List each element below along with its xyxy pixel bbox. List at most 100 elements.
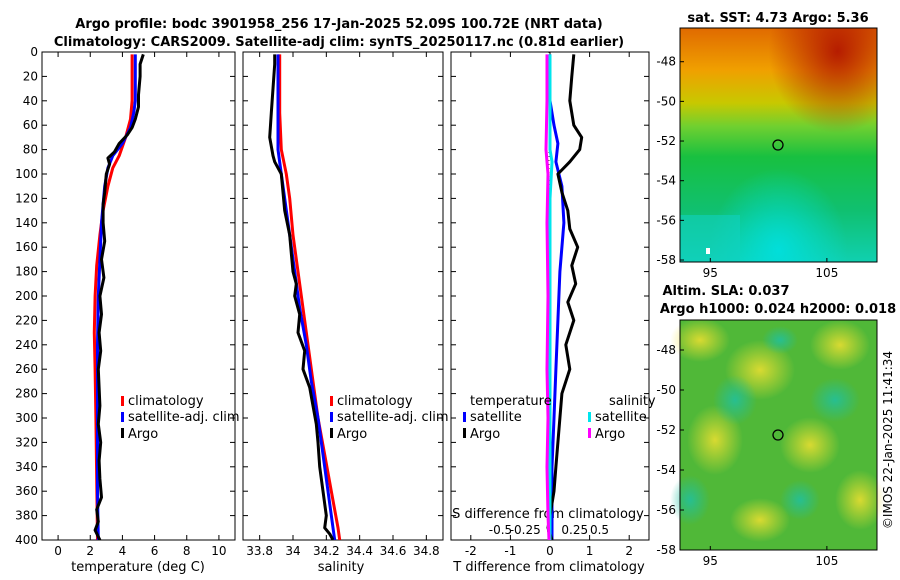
- difference-s-tick-label: -0.25: [510, 523, 541, 537]
- map-lat-label: -52: [656, 423, 676, 437]
- sst-argo-marker: [772, 139, 784, 151]
- depth-tick-label: 320: [15, 435, 38, 449]
- sla-map-frame: [679, 319, 878, 551]
- map-lat-label: -54: [656, 174, 676, 188]
- map-lat-label: -54: [656, 463, 676, 477]
- temperature-series: [92, 53, 145, 540]
- legend-swatch-sal-argo: [588, 428, 591, 438]
- depth-tick-label: 180: [15, 265, 38, 279]
- sst-gap: [706, 248, 710, 254]
- series-line-salinity-argo: [544, 54, 551, 540]
- series-line-climatology: [278, 54, 342, 540]
- difference-legend: temperature salinity satellite Argo sate…: [463, 394, 656, 442]
- legend-swatch-satellite: [121, 412, 124, 422]
- legend-swatch-climatology: [121, 396, 124, 406]
- salinity-tick-label: 33.8: [246, 544, 273, 558]
- sst-axis: 95 105 -48 -50 -52 -54 -56 -58: [656, 55, 838, 280]
- depth-tick-label: 380: [15, 509, 38, 523]
- depth-tick-label: 400: [15, 533, 38, 547]
- legend-swatch-sal-satellite: [588, 412, 591, 422]
- difference-series: [544, 54, 584, 540]
- depth-tick-label: 140: [15, 216, 38, 230]
- legend-salinity-title: salinity: [609, 394, 656, 409]
- temperature-panel: [41, 51, 236, 541]
- legend-argo: Argo: [128, 427, 158, 442]
- depth-tick-label: 360: [15, 484, 38, 498]
- temperature-tick-label: 4: [119, 544, 127, 558]
- sst-map: [679, 27, 878, 263]
- legend-temp-argo: Argo: [470, 427, 500, 442]
- sst-map-frame: [679, 27, 878, 263]
- legend-swatch-satellite: [330, 412, 333, 422]
- legend-temperature-title: temperature: [470, 394, 552, 409]
- legend-argo: Argo: [337, 427, 367, 442]
- sla-map: [670, 318, 885, 551]
- salinity-series: [268, 54, 342, 540]
- sst-cyan-sw: [680, 215, 740, 262]
- depth-tick-label: 80: [23, 143, 38, 157]
- legend-temp-satellite: satellite: [470, 410, 522, 425]
- legend-climatology: climatology: [337, 394, 413, 409]
- depth-tick-label: 20: [23, 69, 38, 83]
- series-line-temperature-satellite: [548, 54, 566, 540]
- difference-tick-label: -1: [504, 544, 516, 558]
- map-lat-label: -58: [656, 543, 676, 557]
- depth-tick-label: 40: [23, 94, 38, 108]
- map-lat-label: -52: [656, 134, 676, 148]
- depth-tick-label: 340: [15, 460, 38, 474]
- depth-tick-label: 60: [23, 118, 38, 132]
- salinity-panel: [242, 51, 444, 541]
- copyright: ©IMOS 22-Jan-2025 11:41:34: [881, 351, 895, 529]
- map-lon-label: 105: [815, 554, 838, 568]
- salinity-legend: climatology satellite-adj. clim Argo: [330, 394, 449, 442]
- sla-argo-marker: [772, 429, 784, 441]
- difference-tick-label: 1: [586, 544, 594, 558]
- series-line-satellite-adj-clim: [276, 54, 337, 540]
- series-line-temperature-argo: [546, 54, 584, 540]
- map-lon-label: 95: [703, 554, 718, 568]
- legend-satellite-adj: satellite-adj. clim: [128, 410, 240, 425]
- salinity-tick-label: 34: [285, 544, 300, 558]
- depth-tick-label: 100: [15, 167, 38, 181]
- series-line-argo: [93, 53, 145, 540]
- title-line-2: Climatology: CARS2009. Satellite-adj cli…: [54, 35, 624, 50]
- temperature-tick-label: 10: [211, 544, 226, 558]
- map-lon-label: 105: [815, 266, 838, 280]
- depth-tick-label: 120: [15, 191, 38, 205]
- sla-map-title-2: Argo h1000: 0.024 h2000: 0.018: [660, 302, 896, 317]
- series-line-argo: [268, 54, 335, 540]
- legend-sal-argo: Argo: [595, 427, 625, 442]
- temperature-legend: climatology satellite-adj. clim Argo: [121, 394, 240, 442]
- depth-tick-label: 280: [15, 387, 38, 401]
- legend-swatch-argo: [121, 428, 124, 438]
- title-line-1: Argo profile: bodc 3901958_256 17-Jan-20…: [75, 17, 602, 32]
- legend-swatch-argo: [330, 428, 333, 438]
- map-lat-label: -56: [656, 503, 676, 517]
- depth-tick-label: 200: [15, 289, 38, 303]
- temperature-x-label: temperature (deg C): [71, 560, 205, 575]
- depth-tick-label: 260: [15, 362, 38, 376]
- difference-tick-label: -2: [465, 544, 477, 558]
- map-lat-label: -58: [656, 253, 676, 267]
- difference-x-label: T difference from climatology: [452, 560, 645, 575]
- sla-axis: 95 105 -48 -50 -52 -54 -56 -58: [656, 343, 838, 568]
- difference-s-tick-label: 0.25: [561, 523, 588, 537]
- depth-tick-label: 220: [15, 313, 38, 327]
- depth-tick-label: 300: [15, 411, 38, 425]
- map-lon-label: 95: [703, 266, 718, 280]
- depth-tick-label: 160: [15, 240, 38, 254]
- salinity-tick-label: 34.4: [346, 544, 373, 558]
- map-lat-label: -50: [656, 94, 676, 108]
- salinity-tick-label: 34.6: [380, 544, 407, 558]
- temperature-tick-label: 6: [151, 544, 159, 558]
- difference-s-tick-label: 0.5: [590, 523, 609, 537]
- salinity-x-label: salinity: [318, 560, 365, 575]
- sst-map-title: sat. SST: 4.73 Argo: 5.36: [687, 11, 868, 26]
- temperature-x-axis: 0 2 4 6 8 10: [54, 52, 227, 558]
- salinity-tick-label: 34.2: [313, 544, 340, 558]
- temperature-tick-label: 0: [54, 544, 62, 558]
- map-lat-label: -56: [656, 213, 676, 227]
- legend-sal-satellite: satellite: [595, 410, 647, 425]
- difference-tick-label: 2: [625, 544, 633, 558]
- legend-swatch-temp-satellite: [463, 412, 466, 422]
